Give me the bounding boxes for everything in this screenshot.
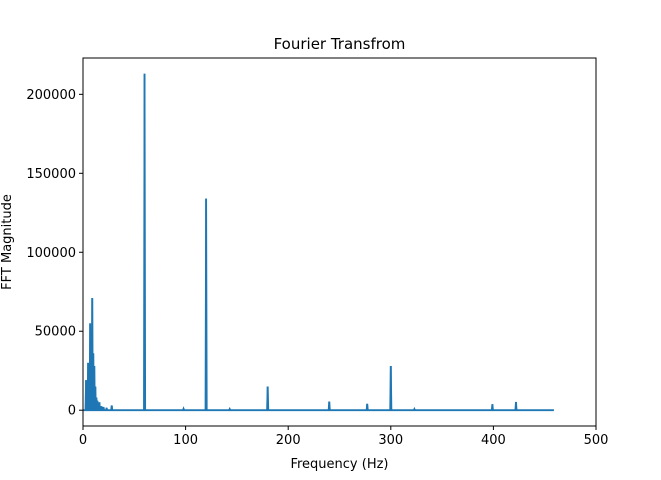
y-tick-label: 50000 — [35, 325, 76, 340]
plot-area — [83, 73, 554, 412]
x-tick-label: 300 — [378, 433, 403, 448]
x-tick-label: 500 — [584, 433, 609, 448]
y-axis-label: FFT Magnitude — [0, 194, 15, 290]
y-axis: 0 50000 100000 150000 200000 — [26, 88, 83, 419]
y-tick-label: 150000 — [26, 167, 76, 182]
plot-frame — [82, 57, 597, 427]
x-tick-label: 0 — [79, 433, 87, 448]
x-axis: 0 100 200 300 400 500 — [79, 426, 609, 448]
y-tick-label: 0 — [68, 404, 76, 419]
fft-magnitude-line — [83, 73, 554, 412]
chart-title: Fourier Transfrom — [274, 35, 406, 53]
x-tick-label: 100 — [173, 433, 198, 448]
y-tick-label: 100000 — [26, 246, 76, 261]
x-tick-label: 200 — [276, 433, 301, 448]
x-tick-label: 400 — [481, 433, 506, 448]
x-axis-label: Frequency (Hz) — [290, 457, 388, 472]
y-tick-label: 200000 — [26, 88, 76, 103]
